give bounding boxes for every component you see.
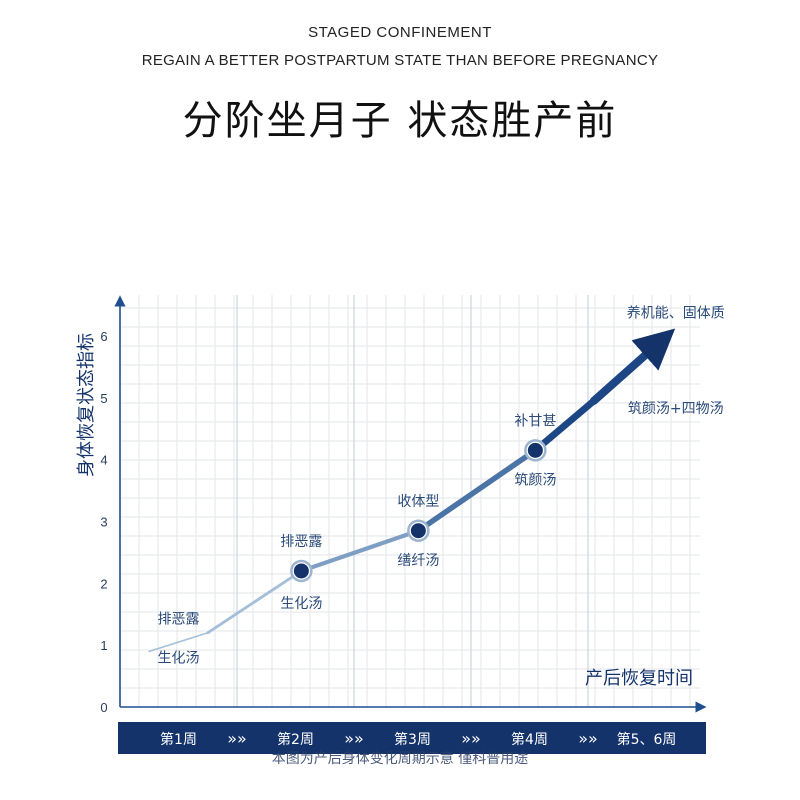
annotation-label: 收体型 [397,494,439,510]
week-label: 第1周 [160,731,197,748]
y-tick-label: 6 [100,329,107,344]
annotation-label: 排恶露 [280,534,322,550]
annotation-label: 筑颜汤+四物汤 [628,401,724,417]
subtitle-english-2: REGAIN A BETTER POSTPARTUM STATE THAN BE… [141,52,659,69]
week-bar: 第1周 »» 第2周 »» 第3周 »» 第4周 »» 第5、6周 [118,722,706,754]
series-line-segment [415,447,539,534]
week-bar-background [118,722,706,754]
data-point [527,442,543,458]
annotation-label: 排恶露 [158,612,200,628]
week-label: 第2周 [277,731,314,748]
annotation-label: 缮纤汤 [397,553,439,569]
page-title: 分阶坐月子 状态胜产前 [182,98,618,144]
week-separator: »» [227,729,247,748]
annotation-label: 生化汤 [158,650,200,666]
y-tick-label: 2 [100,576,107,591]
y-tick-label: 1 [100,638,107,653]
y-tick-label: 0 [100,700,107,715]
week-label: 第4周 [511,731,548,748]
series-layer [148,328,676,653]
y-axis-label: 身体恢复状态指标 [76,333,97,477]
annotation-label: 补甘甚 [514,414,556,430]
week-label: 第5、6周 [617,731,677,748]
x-axis-label: 产后恢复时间 [585,668,693,689]
data-point [410,523,426,539]
series-line-segment [148,631,209,653]
annotation-label: 生化汤 [280,596,322,612]
series-line-segment [206,569,303,635]
annotation-label: 筑颜汤 [514,472,556,488]
series-line-segment [531,397,598,454]
y-tick-label: 3 [100,514,107,529]
series-line-segment [589,328,676,405]
week-separator: »» [461,729,481,748]
y-tick-label: 5 [100,391,107,406]
subtitle-english-1: STAGED CONFINEMENT [308,24,492,41]
footnote: 本图为产后身体变化周期示意 僅科普用途 [271,751,529,767]
week-label: 第3周 [394,731,431,748]
y-tick-label: 4 [100,453,107,468]
annotation-label: 养机能、固体质 [627,305,725,321]
series-line-segment [299,528,421,574]
week-separator: »» [344,729,364,748]
week-separator: »» [578,729,598,748]
data-point [293,563,309,579]
